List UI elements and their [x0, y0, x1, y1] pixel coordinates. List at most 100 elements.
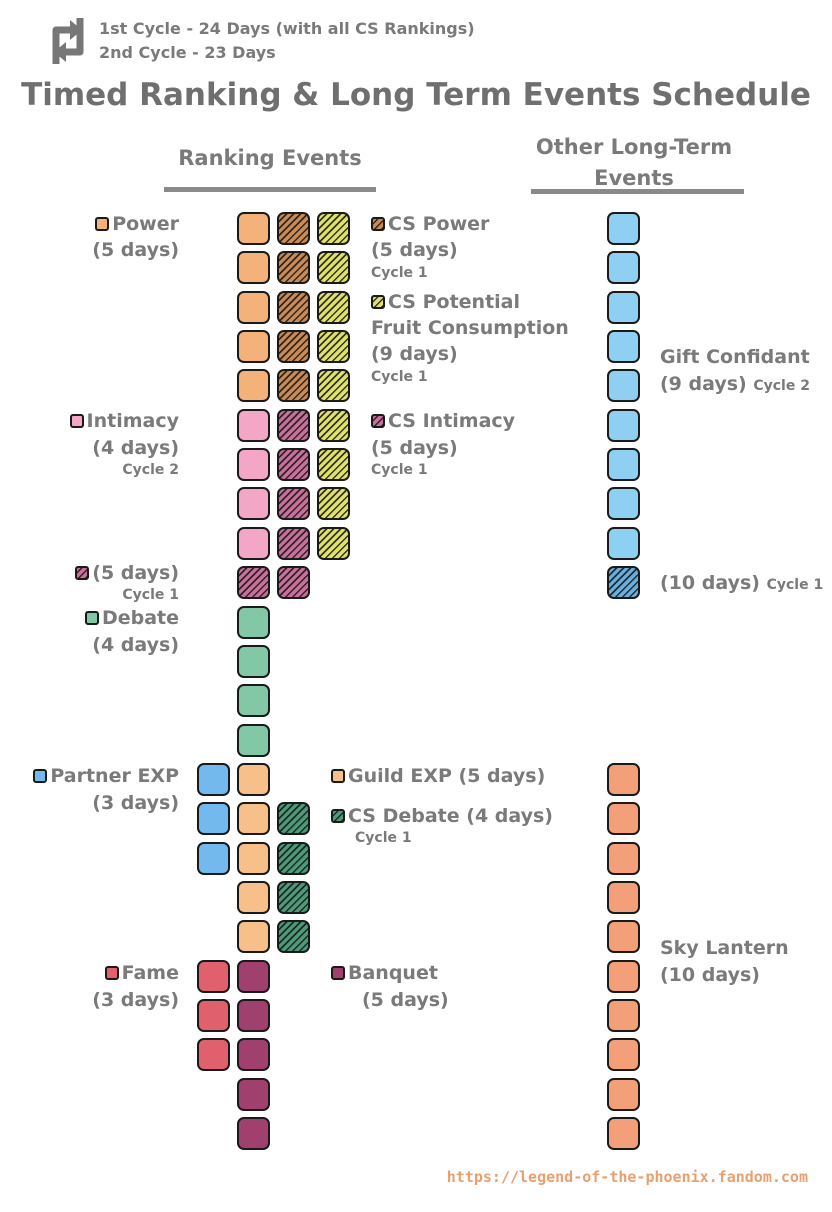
- sky-lantern-day-cell: [607, 842, 640, 875]
- banquet-day-cell: [237, 960, 270, 993]
- sky-lantern-day-cell: [607, 1117, 640, 1150]
- cs-intimacy-day-cell: [277, 409, 310, 442]
- cs-intimacy-day-cell: [237, 566, 270, 599]
- sky-lantern-day-cell: [607, 1078, 640, 1111]
- partner-exp-day-cell: [197, 842, 230, 875]
- guild-exp-day-cell: [237, 763, 270, 796]
- intimacy-day-cell: [237, 448, 270, 481]
- partner-exp-day-cell: [197, 802, 230, 835]
- intimacy-cycle: Cycle 2: [122, 462, 179, 478]
- cs-intimacy-day-cell: [277, 487, 310, 520]
- fame-label: Fame: [104, 960, 179, 986]
- gift-confidant-day-cell: [607, 527, 640, 560]
- guild-exp-day-cell: [237, 920, 270, 953]
- cs-debate-day-cell: [277, 802, 310, 835]
- cs-intimacy-label: CS Intimacy: [371, 408, 515, 434]
- cs-potential-day-cell: [317, 448, 350, 481]
- sky-lantern-day-cell: [607, 960, 640, 993]
- debate-label: Debate: [84, 605, 179, 631]
- guild-exp-day-cell: [237, 842, 270, 875]
- gift-confidant-day-cell: [607, 369, 640, 402]
- banquet-day-cell: [237, 1117, 270, 1150]
- partner-exp-label: Partner EXP: [33, 763, 179, 789]
- intimacy-day-cell: [237, 527, 270, 560]
- power-day-cell: [237, 330, 270, 363]
- cs-power-day-cell: [277, 291, 310, 324]
- cs-debate-day-cell: [277, 842, 310, 875]
- guild-exp-day-cell: [237, 881, 270, 914]
- cs-potential-name2: Fruit Consumption: [371, 317, 569, 339]
- repeat-arrows-icon: [52, 18, 84, 64]
- gift-confidant-day-cell: [607, 330, 640, 363]
- cs-potential-label: CS Potential: [371, 289, 520, 315]
- partner-exp-day-cell: [197, 763, 230, 796]
- cs-debate-day-cell: [277, 881, 310, 914]
- ranking-events-heading: Ranking Events: [178, 146, 362, 170]
- debate-day-cell: [237, 606, 270, 639]
- sky-lantern-day-cell: [607, 763, 640, 796]
- banquet-label: Banquet: [331, 960, 438, 986]
- cs-potential-day-cell: [317, 330, 350, 363]
- sky-lantern-days: (10 days): [660, 964, 760, 986]
- cs-power-day-cell: [277, 369, 310, 402]
- gift-confidant-cs-day-cell: [607, 566, 640, 599]
- gift-confidant-cs-days-value: (10 days): [660, 572, 760, 594]
- power-swatch: [95, 217, 110, 231]
- intimacy-day-cell: [237, 487, 270, 520]
- banquet-day-cell: [237, 999, 270, 1032]
- cs-potential-days: (9 days): [371, 343, 458, 365]
- gift-confidant-day-cell: [607, 409, 640, 442]
- debate-day-cell: [237, 684, 270, 717]
- cs-power-day-cell: [277, 330, 310, 363]
- guild-exp-swatch: [331, 769, 345, 783]
- cs-power-swatch: [371, 217, 385, 231]
- cs-power-day-cell: [277, 251, 310, 284]
- power-label: Power: [95, 211, 179, 237]
- cs-potential-day-cell: [317, 251, 350, 284]
- ranking-events-underline: [164, 187, 376, 192]
- cs-potential-day-cell: [317, 487, 350, 520]
- partner-exp-days: (3 days): [92, 792, 179, 814]
- power-day-cell: [237, 291, 270, 324]
- cs-potential-day-cell: [317, 409, 350, 442]
- cs-intimacy-left-label: (5 days): [75, 560, 179, 586]
- debate-day-cell: [237, 724, 270, 757]
- fame-day-cell: [197, 999, 230, 1032]
- cs-intimacy-cycle: Cycle 1: [371, 462, 428, 478]
- gift-confidant-day-cell: [607, 291, 640, 324]
- sky-lantern-label: Sky Lantern: [660, 937, 789, 959]
- power-day-cell: [237, 369, 270, 402]
- banquet-swatch: [331, 966, 345, 980]
- gift-confidant-cs-cycle: Cycle 1: [766, 577, 824, 593]
- cs-potential-day-cell: [317, 527, 350, 560]
- power-day-cell: [237, 212, 270, 245]
- debate-swatch: [84, 611, 99, 625]
- fame-swatch: [104, 966, 119, 980]
- cs-intimacy-day-cell: [277, 566, 310, 599]
- partner-exp-swatch: [33, 769, 48, 783]
- cs-debate-label: CS Debate (4 days): [331, 803, 553, 829]
- guild-exp-day-cell: [237, 802, 270, 835]
- other-events-underline: [531, 189, 744, 194]
- cs-intimacy-day-cell: [277, 448, 310, 481]
- sky-lantern-day-cell: [607, 999, 640, 1032]
- banquet-days: (5 days): [362, 989, 449, 1011]
- sky-lantern-day-cell: [607, 920, 640, 953]
- fandom-link[interactable]: https://legend-of-the-phoenix.fandom.com: [446, 1168, 808, 1186]
- fame-day-cell: [197, 960, 230, 993]
- sky-lantern-day-cell: [607, 881, 640, 914]
- debate-day-cell: [237, 645, 270, 678]
- intimacy-day-cell: [237, 409, 270, 442]
- intimacy-swatch: [69, 414, 84, 428]
- fame-day-cell: [197, 1038, 230, 1071]
- cs-intimacy-left-cycle: Cycle 1: [122, 587, 179, 603]
- cs-intimacy-day-cell: [277, 527, 310, 560]
- banquet-day-cell: [237, 1038, 270, 1071]
- gift-confidant-cycle: Cycle 2: [753, 378, 810, 394]
- cs-potential-day-cell: [317, 212, 350, 245]
- cs-potential-day-cell: [317, 291, 350, 324]
- cs-debate-cycle: Cycle 1: [355, 830, 412, 846]
- gift-confidant-day-cell: [607, 212, 640, 245]
- gift-confidant-day-cell: [607, 448, 640, 481]
- power-days: (5 days): [92, 239, 179, 261]
